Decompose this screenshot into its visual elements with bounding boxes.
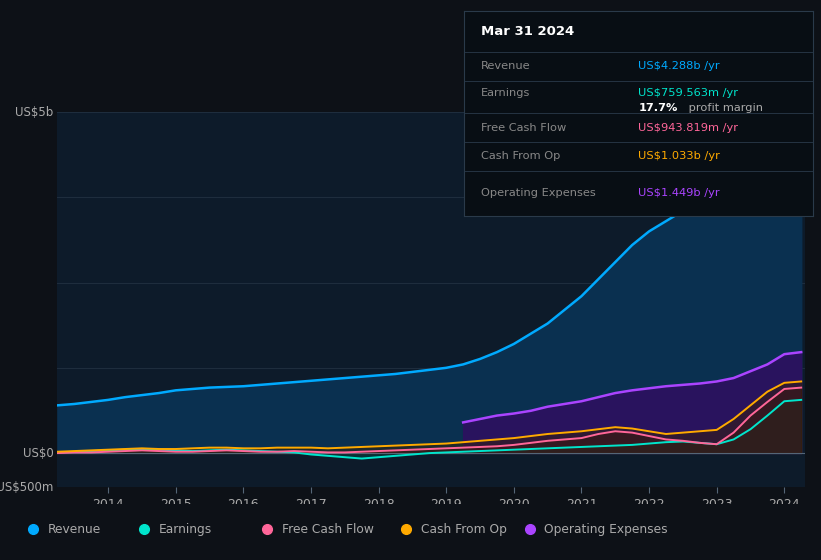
Text: US$4.288b /yr: US$4.288b /yr [639, 62, 720, 71]
Text: 17.7%: 17.7% [639, 103, 677, 113]
Text: Revenue: Revenue [48, 522, 101, 536]
Text: US$943.819m /yr: US$943.819m /yr [639, 123, 738, 133]
Text: Cash From Op: Cash From Op [481, 151, 561, 161]
Text: Earnings: Earnings [158, 522, 212, 536]
Text: Free Cash Flow: Free Cash Flow [282, 522, 374, 536]
Text: profit margin: profit margin [686, 103, 764, 113]
Text: US$1.033b /yr: US$1.033b /yr [639, 151, 720, 161]
Text: Operating Expenses: Operating Expenses [544, 522, 668, 536]
Text: Operating Expenses: Operating Expenses [481, 188, 596, 198]
Text: US$0: US$0 [23, 446, 53, 460]
Text: -US$500m: -US$500m [0, 480, 53, 494]
Text: US$759.563m /yr: US$759.563m /yr [639, 88, 738, 98]
Text: Free Cash Flow: Free Cash Flow [481, 123, 566, 133]
Text: US$5b: US$5b [16, 105, 53, 119]
Text: US$1.449b /yr: US$1.449b /yr [639, 188, 720, 198]
Text: Revenue: Revenue [481, 62, 531, 71]
Text: Cash From Op: Cash From Op [421, 522, 507, 536]
Text: Earnings: Earnings [481, 88, 530, 98]
Text: Mar 31 2024: Mar 31 2024 [481, 25, 575, 38]
